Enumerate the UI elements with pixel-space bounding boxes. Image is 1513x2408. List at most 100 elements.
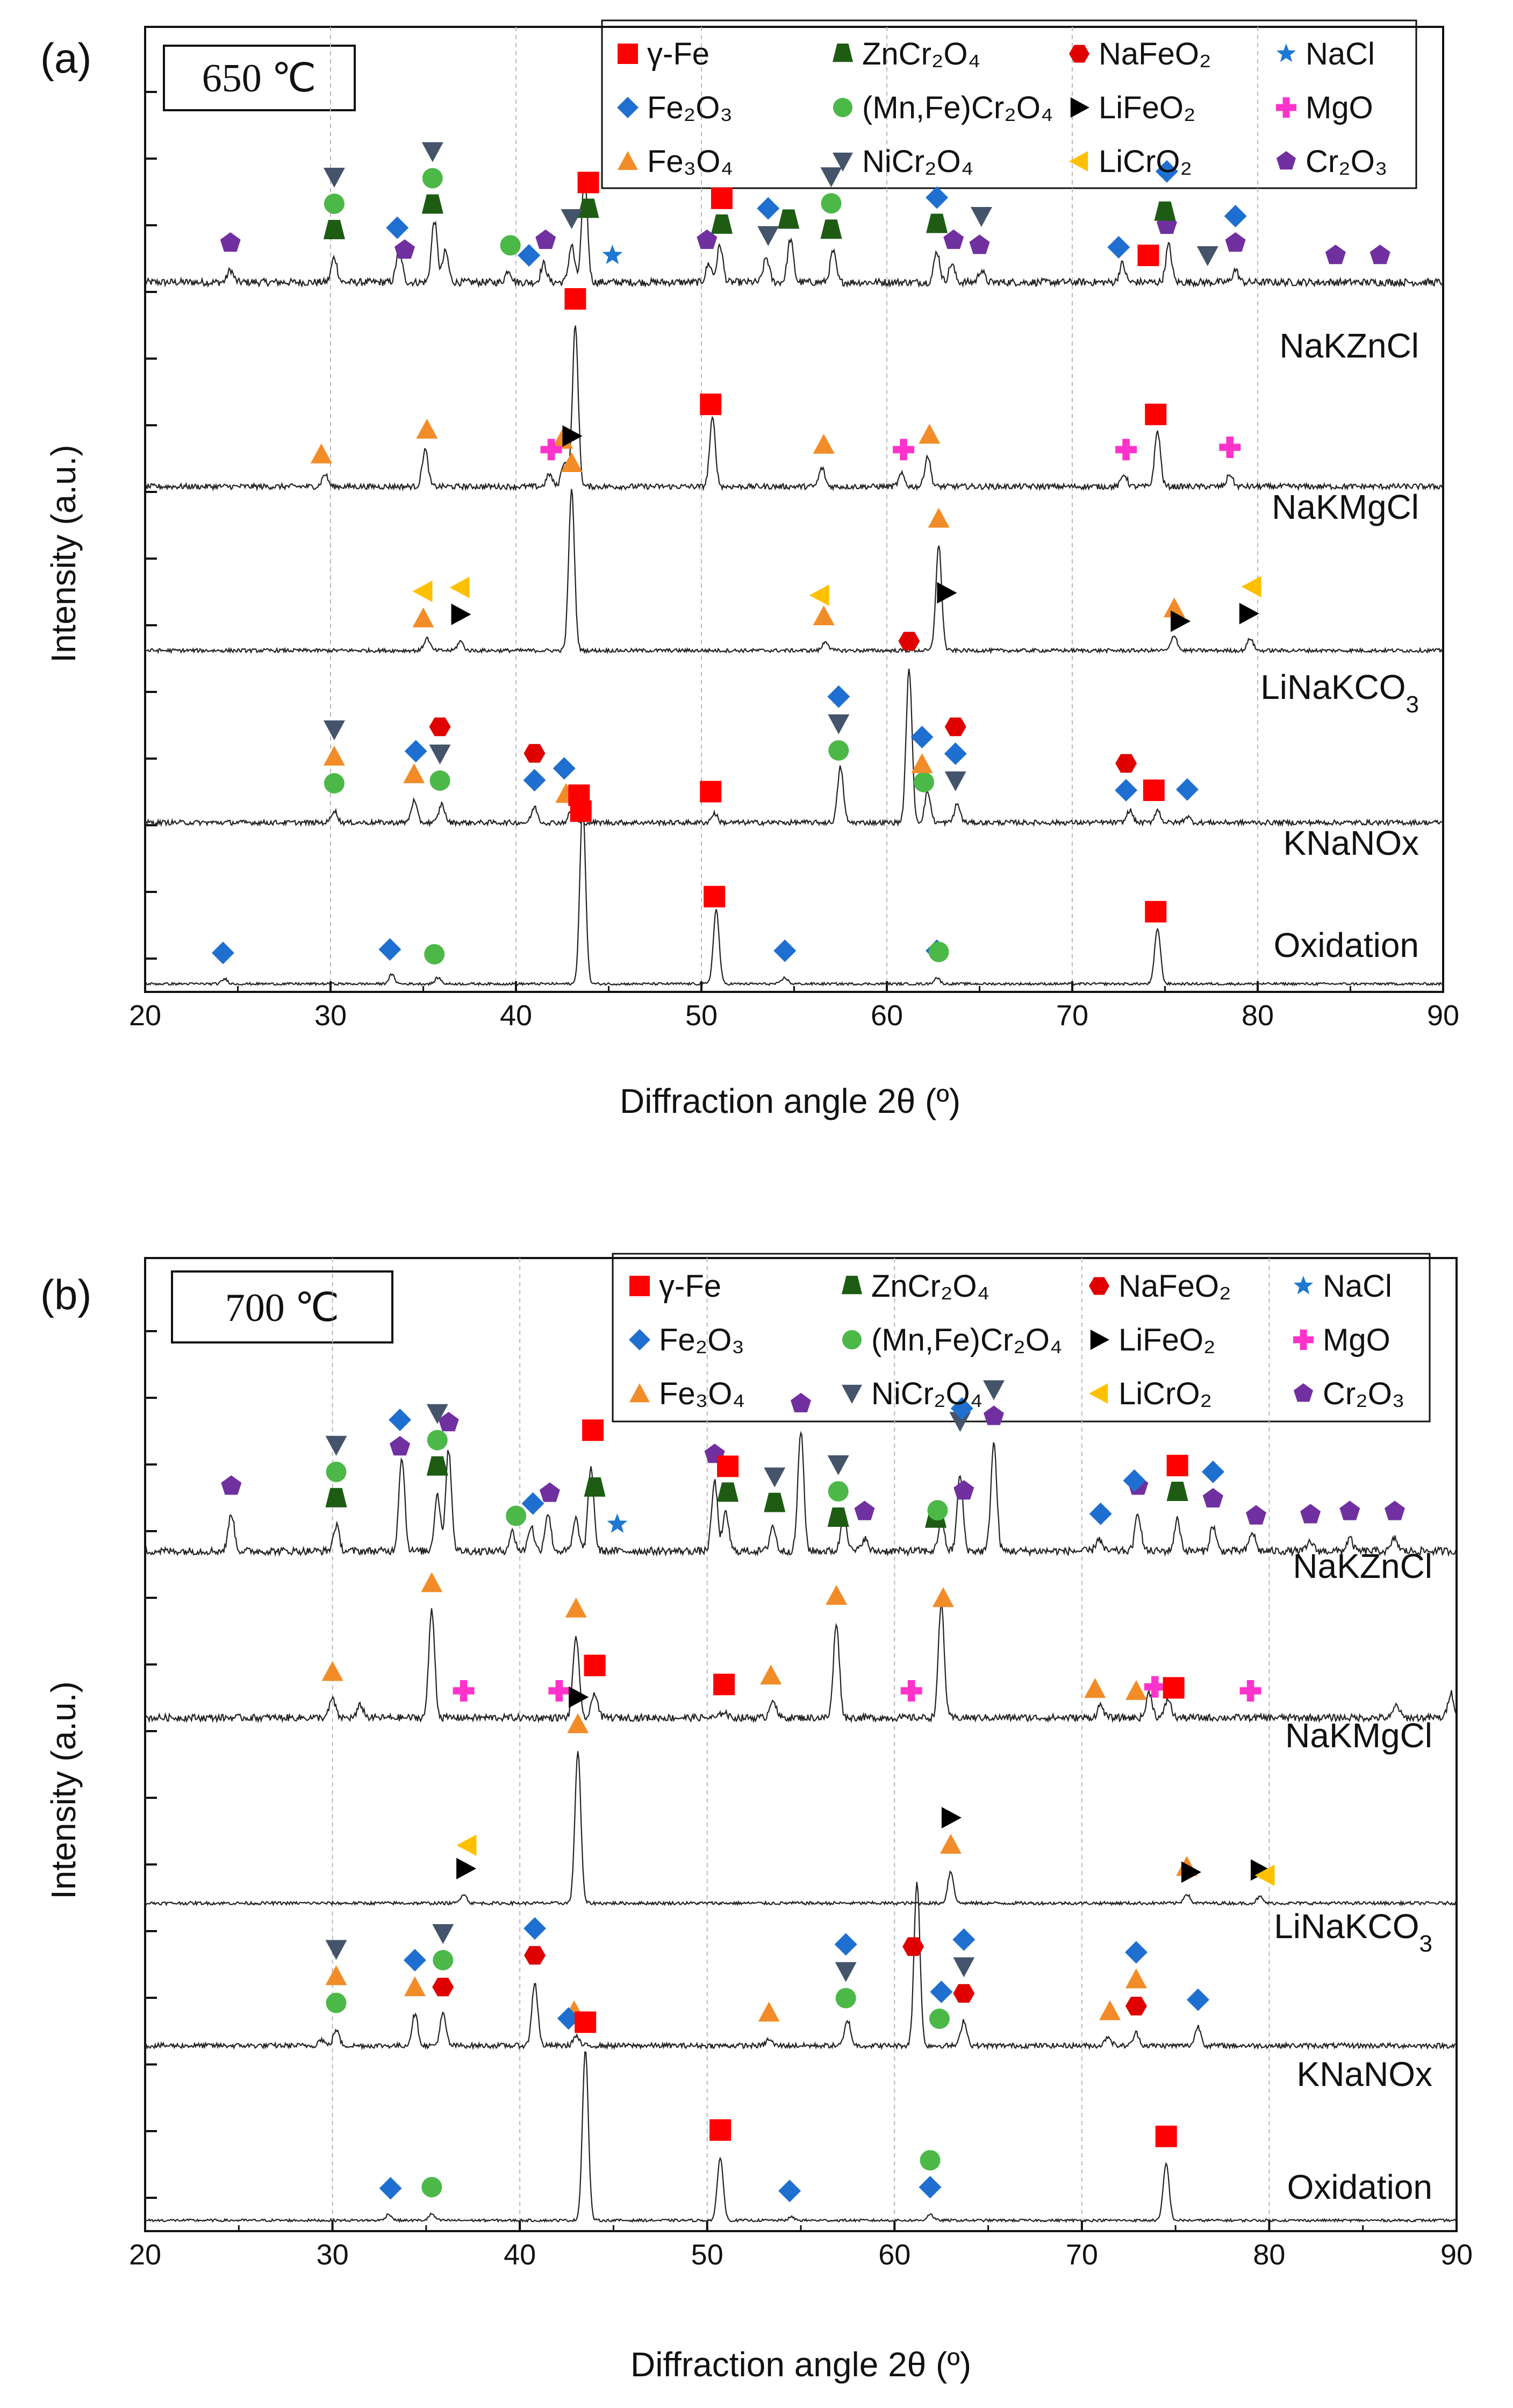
legend-mgo-marker xyxy=(1276,97,1296,118)
marker-fe3o4 xyxy=(813,433,835,454)
marker-nicr2o4 xyxy=(323,720,345,740)
marker-cr2o3 xyxy=(854,1500,875,1520)
marker-nicr2o4 xyxy=(820,167,842,188)
marker-nacl xyxy=(607,1513,628,1533)
trace-label-nakzncl: NaKZnCl xyxy=(1293,1547,1432,1585)
x-tick-label: 20 xyxy=(129,999,161,1032)
marker-cr2o3 xyxy=(943,229,964,249)
panel-b-letter: (b) xyxy=(40,1271,91,1318)
marker-zncr2o4 xyxy=(577,198,599,218)
marker-fe2o3 xyxy=(557,2007,580,2030)
marker-lifeo2 xyxy=(937,582,957,604)
marker-fe2o3 xyxy=(950,1397,973,1420)
marker-cr2o3 xyxy=(984,1405,1004,1425)
legend-lifeo2-marker xyxy=(1090,1330,1109,1350)
marker-licro2 xyxy=(809,584,829,606)
legend-zncr2o4-marker xyxy=(842,1276,862,1295)
marker-lifeo2 xyxy=(451,603,471,625)
legend-nicr2o4-marker xyxy=(842,1384,862,1404)
legend-licro2-marker xyxy=(1069,151,1088,172)
marker-zncr2o4 xyxy=(711,214,733,234)
marker-nicr2o4 xyxy=(827,1455,849,1475)
marker-fe3o4 xyxy=(1099,2000,1121,2020)
marker-fe2o3 xyxy=(1123,1469,1146,1492)
marker-gfe xyxy=(711,187,733,209)
marker-cr2o3 xyxy=(220,232,241,252)
marker-fe2o3 xyxy=(1224,205,1247,227)
marker-fe3o4 xyxy=(940,1834,962,1854)
trace-label-nakmgcl: NaKMgCl xyxy=(1272,488,1419,526)
marker-licro2 xyxy=(449,576,470,598)
marker-gfe xyxy=(575,2011,597,2033)
trace-nakmgcl xyxy=(145,1603,1457,1724)
marker-gfe xyxy=(1137,245,1159,266)
trace-oxidation xyxy=(145,805,1444,987)
marker-zncr2o4 xyxy=(421,194,443,214)
marker-fe2o3 xyxy=(389,1409,412,1431)
marker-nafeo2 xyxy=(1115,754,1137,773)
marker-fe2o3 xyxy=(521,1492,544,1515)
x-tick-label: 50 xyxy=(691,2239,723,2271)
marker-fe3o4 xyxy=(1125,1680,1147,1700)
marker-gfe xyxy=(713,1674,735,1696)
x-tick-label: 90 xyxy=(1427,999,1459,1032)
panel-a-temp-box xyxy=(163,45,356,111)
marker-fe2o3 xyxy=(386,216,409,239)
panel-b: (b) 700 ℃ 20 30 40 50 60 70 80 90 NaKZnCl NaKMgCl… xyxy=(40,1253,1473,2384)
marker-fe2o3 xyxy=(834,1933,857,1956)
marker-nicr2o4 xyxy=(944,771,966,791)
marker-gfe xyxy=(570,800,592,822)
legend-fe2o3-label: Fe₂O₃ xyxy=(659,1323,744,1357)
marker-fe2o3 xyxy=(1089,1502,1112,1525)
marker-fe2o3 xyxy=(827,685,850,708)
marker-fe3o4 xyxy=(919,424,941,444)
marker-gfe xyxy=(1155,2125,1177,2147)
marker-licro2 xyxy=(456,1834,477,1856)
marker-gfe xyxy=(1145,901,1167,923)
marker-nicr2o4 xyxy=(325,1435,347,1456)
marker-mnfecr2o4 xyxy=(500,235,521,256)
marker-mnfecr2o4 xyxy=(835,1988,856,2009)
marker-cr2o3 xyxy=(221,1475,242,1495)
marker-fe2o3 xyxy=(211,941,234,964)
trace-nakzncl xyxy=(144,174,1444,288)
marker-gfe xyxy=(709,2119,732,2141)
marker-cr2o3 xyxy=(791,1392,811,1412)
legend-licro2-marker xyxy=(1089,1383,1108,1404)
marker-cr2o3 xyxy=(1225,232,1246,252)
legend-licro2-label: LiCrO₂ xyxy=(1099,144,1192,179)
marker-cr2o3 xyxy=(1202,1488,1223,1507)
panel-b-temperature: 700 ℃ xyxy=(225,1286,340,1330)
panel-a-temperature: 650 ℃ xyxy=(202,56,317,101)
marker-nicr2o4 xyxy=(323,168,345,188)
legend-mnfecr2o4-label: (Mn,Fe)Cr₂O₄ xyxy=(862,90,1053,125)
marker-fe2o3 xyxy=(910,726,934,748)
marker-mnfecr2o4 xyxy=(326,1461,347,1482)
marker-fe3o4 xyxy=(567,1713,589,1733)
legend-nicr2o4-label: NiCr₂O₄ xyxy=(862,144,973,179)
marker-nicr2o4 xyxy=(764,1467,786,1488)
marker-mnfecr2o4 xyxy=(324,773,345,794)
marker-fe3o4 xyxy=(565,1597,587,1618)
marker-fe2o3 xyxy=(404,740,427,763)
marker-gfe xyxy=(1163,1677,1185,1699)
marker-cr2o3 xyxy=(395,239,415,259)
marker-zncr2o4 xyxy=(1166,1482,1188,1501)
marker-licro2 xyxy=(412,580,433,602)
marker-nafeo2 xyxy=(953,1984,975,2003)
marker-fe3o4 xyxy=(1125,1968,1147,1989)
marker-mgo xyxy=(453,1680,475,1702)
legend-fe3o4-marker xyxy=(629,1383,650,1403)
marker-fe3o4 xyxy=(561,452,583,472)
legend-nafeo2-label: NaFeO₂ xyxy=(1118,1269,1231,1304)
legend-mnfecr2o4-label: (Mn,Fe)Cr₂O₄ xyxy=(871,1323,1063,1357)
marker-mgo xyxy=(900,1680,922,1702)
marker-fe3o4 xyxy=(928,508,950,528)
legend-fe2o3-label: Fe₂O₃ xyxy=(647,90,733,125)
marker-fe3o4 xyxy=(310,443,332,463)
trace-linakco3 xyxy=(144,1751,1458,1907)
panel-a-y-axis-title: Intensity (a.u.) xyxy=(44,445,83,663)
marker-zncr2o4 xyxy=(1154,201,1176,221)
legend-nafeo2-marker xyxy=(1089,1277,1109,1295)
marker-gfe xyxy=(717,1455,739,1477)
